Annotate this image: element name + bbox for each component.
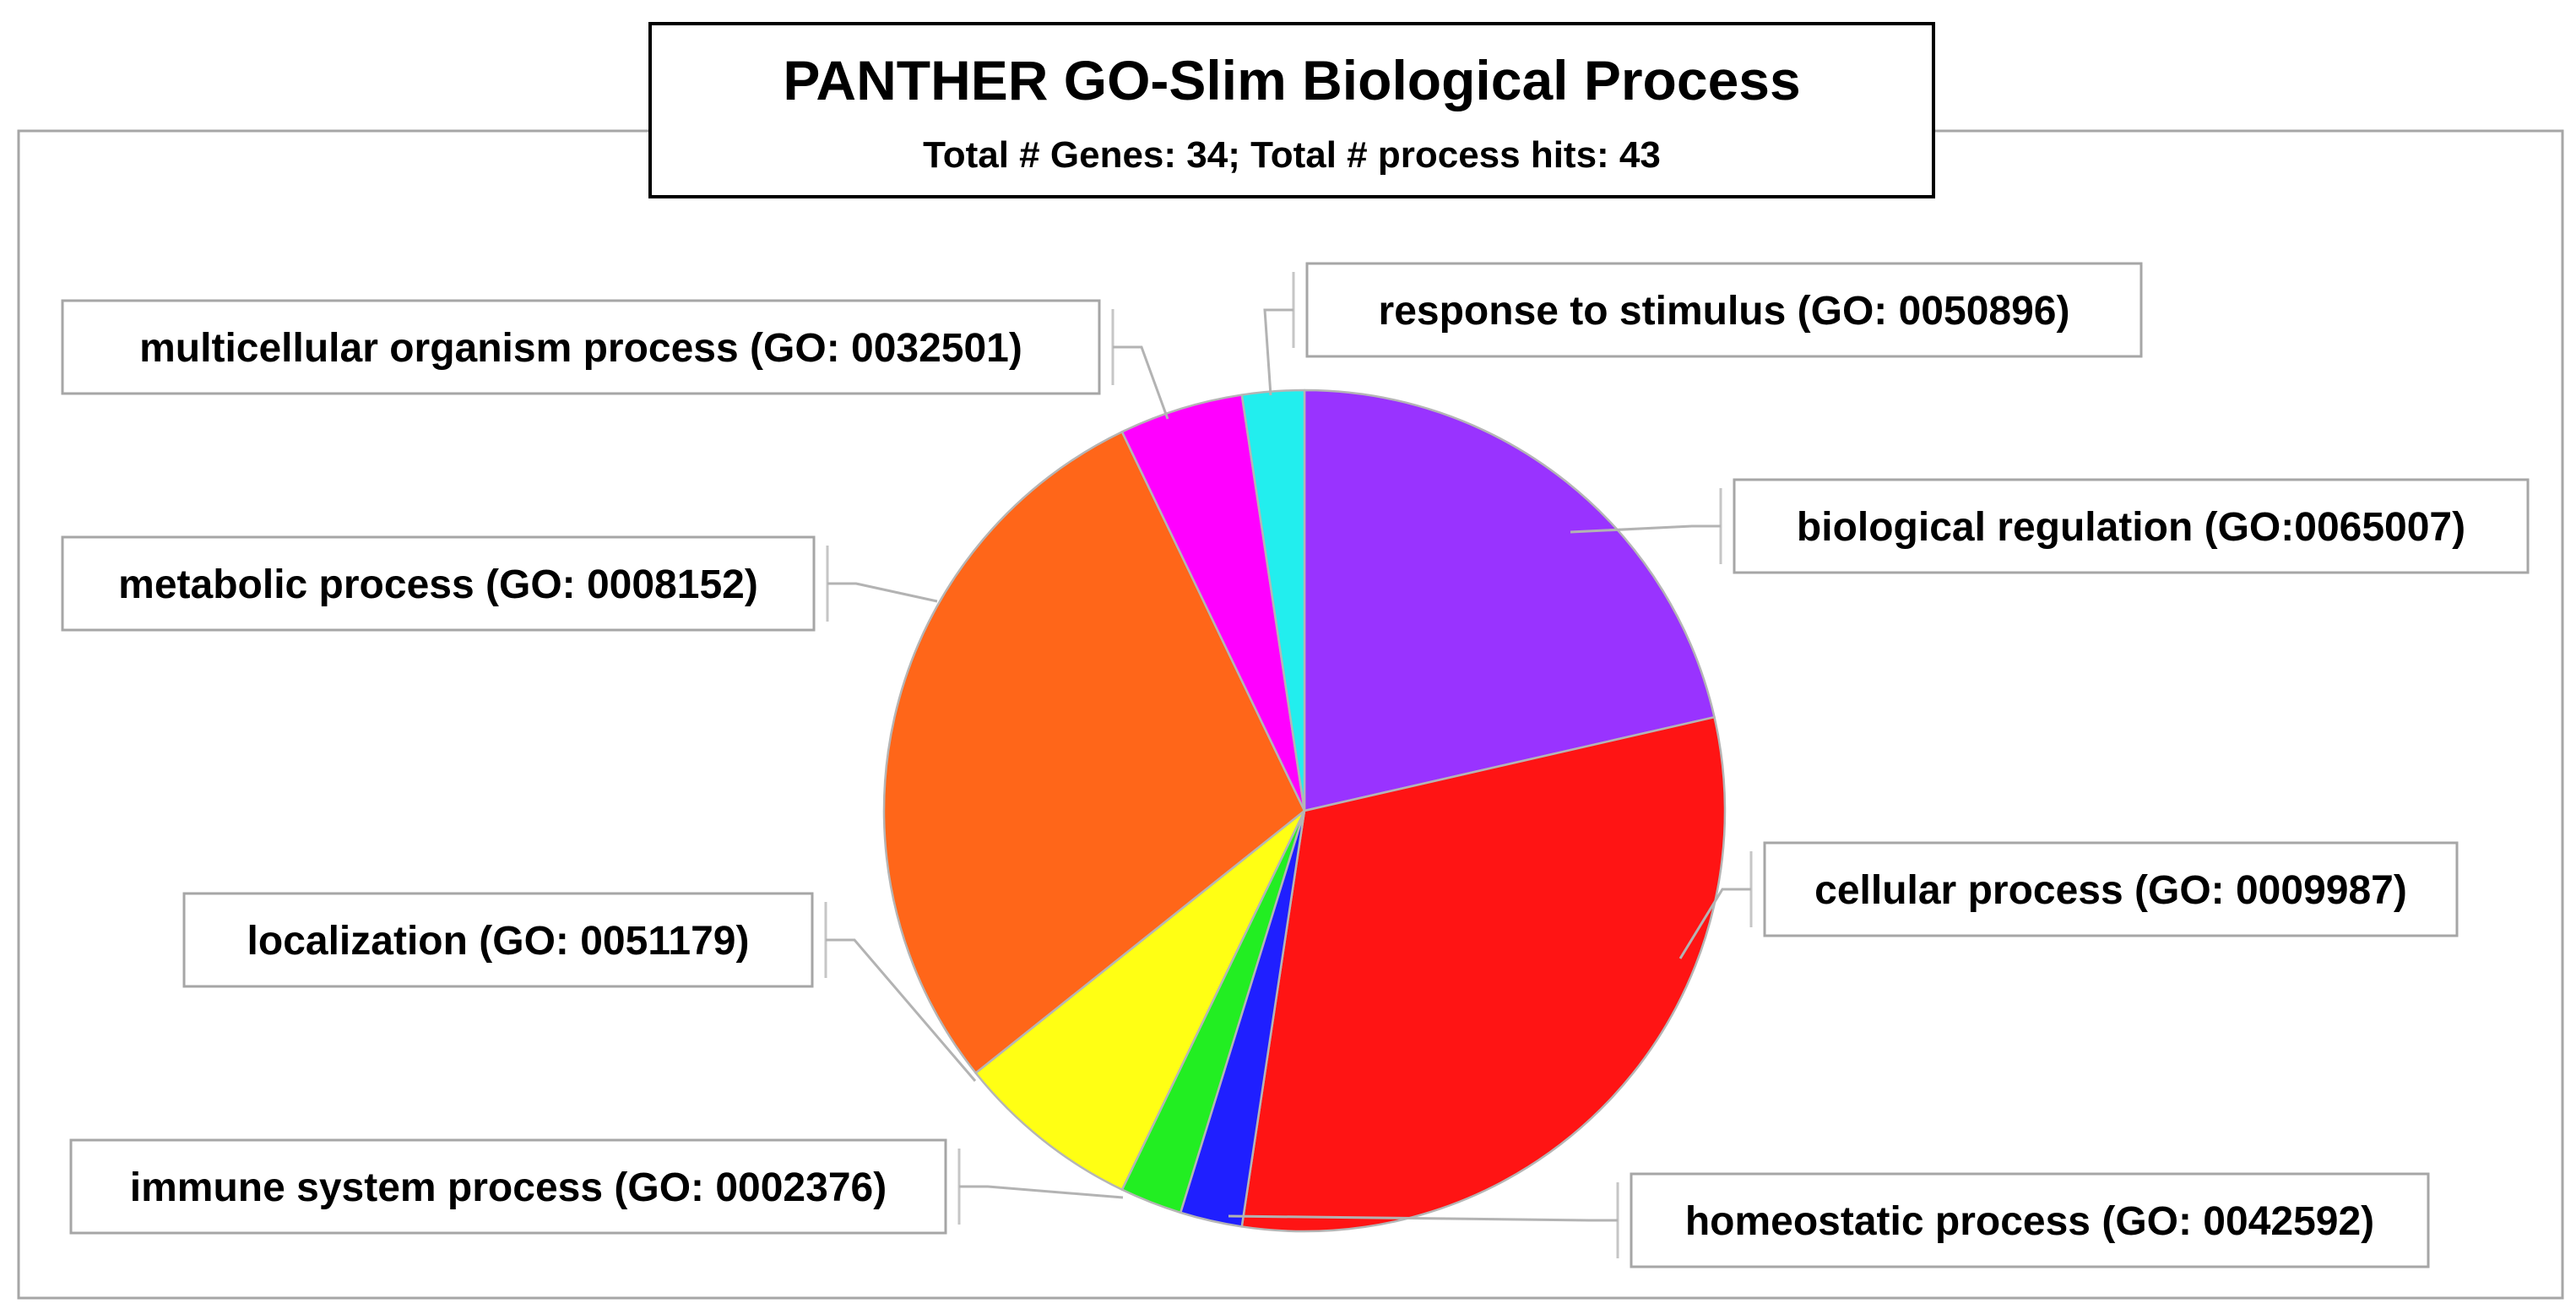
slice-label: immune system process (GO: 0002376) <box>130 1165 887 1210</box>
leader-line <box>1570 524 1721 534</box>
pie-slice <box>1120 394 1306 812</box>
leader-line <box>1113 345 1169 420</box>
slice-label-box <box>1763 841 2459 937</box>
slice-label-box <box>182 892 814 988</box>
slice-label-box <box>1733 478 2530 574</box>
label-leader-lines <box>824 272 1753 1258</box>
leader-line <box>827 582 938 603</box>
slice-label-box <box>1630 1172 2430 1268</box>
leader-line <box>959 1185 1124 1199</box>
slice-label-box <box>1305 262 2143 358</box>
slice-label-box <box>61 535 816 632</box>
leader-line <box>1678 888 1751 959</box>
slice-labels: biological regulation (GO:0065007) cellul… <box>61 262 2530 1268</box>
pie-slices <box>882 388 1727 1233</box>
slice-label: metabolic process (GO: 0008152) <box>118 562 758 607</box>
pie-slice <box>882 431 1306 1074</box>
leader-line <box>826 938 977 1082</box>
title-box <box>648 22 1935 198</box>
slice-label-box <box>61 299 1101 395</box>
slice-label: response to stimulus (GO: 0050896) <box>1379 289 2070 334</box>
chart-title: PANTHER GO-Slim Biological Process <box>783 49 1800 111</box>
slice-label: biological regulation (GO:0065007) <box>1797 505 2465 550</box>
leader-line <box>1228 1214 1618 1222</box>
chart-subtitle: Total # Genes: 34; Total # process hits:… <box>923 134 1661 176</box>
slice-label: cellular process (GO: 0009987) <box>1814 868 2407 913</box>
slice-label: homeostatic process (GO: 0042592) <box>1685 1199 2374 1244</box>
pie-slice <box>1303 388 1716 812</box>
leader-line <box>1263 308 1293 396</box>
pie-slice <box>974 809 1306 1191</box>
slice-label-box <box>69 1138 947 1235</box>
chart-frame <box>17 129 2564 1300</box>
pie-slice <box>1240 388 1306 812</box>
pie-slice <box>1240 715 1727 1233</box>
slice-label: localization (GO: 0051179) <box>247 919 750 964</box>
slice-label: multicellular organism process (GO: 0032… <box>139 326 1022 371</box>
